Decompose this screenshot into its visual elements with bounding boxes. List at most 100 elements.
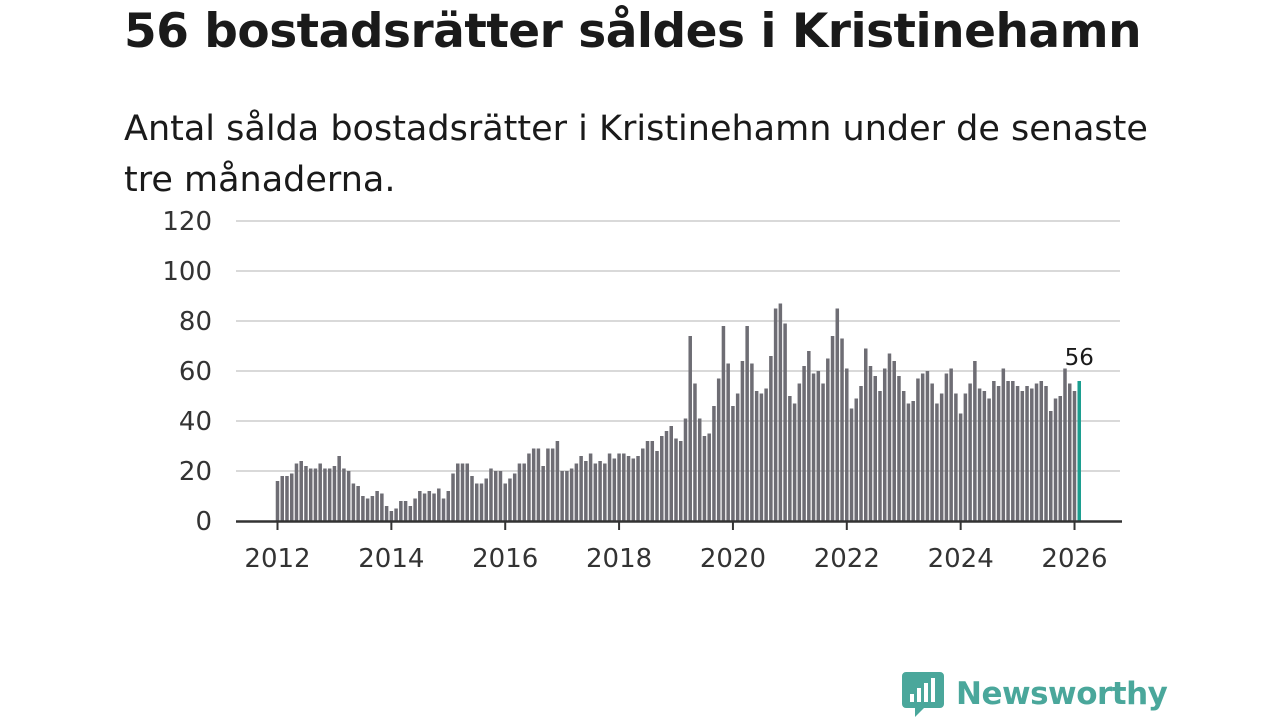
bar bbox=[949, 368, 953, 521]
bar bbox=[750, 363, 754, 521]
bar bbox=[826, 358, 830, 521]
bar bbox=[327, 468, 332, 521]
bar bbox=[1001, 368, 1006, 521]
bar bbox=[963, 393, 968, 521]
bar bbox=[470, 476, 474, 521]
bar bbox=[712, 406, 716, 521]
bar bbox=[446, 491, 451, 521]
bar bbox=[764, 388, 768, 521]
bar bbox=[626, 456, 631, 521]
bar bbox=[418, 491, 422, 521]
bar bbox=[840, 338, 844, 521]
bar bbox=[574, 463, 579, 521]
bar bbox=[864, 348, 868, 521]
bar bbox=[342, 468, 346, 521]
bar bbox=[740, 361, 745, 521]
bar bbox=[1020, 391, 1025, 521]
bar bbox=[939, 393, 944, 521]
bar bbox=[617, 453, 621, 521]
bar-chart-speech-icon bbox=[902, 672, 944, 717]
bar bbox=[479, 483, 484, 521]
bar bbox=[778, 303, 783, 521]
bar bbox=[304, 466, 308, 521]
bar bbox=[380, 493, 384, 521]
bar bbox=[313, 468, 318, 521]
bar bbox=[897, 376, 901, 521]
bar bbox=[906, 403, 911, 521]
bar bbox=[622, 453, 626, 521]
bar bbox=[598, 461, 602, 521]
bar bbox=[536, 448, 541, 521]
bar bbox=[887, 353, 892, 521]
bar bbox=[546, 448, 550, 521]
bar bbox=[1053, 398, 1058, 521]
logo-text: Newsworthy bbox=[956, 676, 1168, 712]
bar bbox=[735, 393, 740, 521]
bar bbox=[660, 436, 664, 521]
annotations: 56 bbox=[1065, 345, 1094, 371]
bar bbox=[460, 463, 465, 521]
bar bbox=[550, 448, 555, 521]
bar bbox=[916, 378, 920, 521]
bar bbox=[1044, 386, 1048, 521]
x-tick-label-2026: 2026 bbox=[1041, 544, 1107, 574]
bar bbox=[925, 371, 930, 521]
bar bbox=[636, 456, 640, 521]
chart-title: 56 bostadsrätter såldes i Kristinehamn bbox=[124, 4, 1142, 59]
bar bbox=[275, 481, 280, 521]
bar bbox=[1006, 381, 1010, 521]
bar-latest bbox=[1077, 381, 1081, 521]
bar bbox=[944, 373, 949, 521]
bar bbox=[721, 326, 726, 521]
bar bbox=[579, 456, 583, 521]
bar bbox=[641, 448, 645, 521]
bar bbox=[498, 471, 503, 521]
bar bbox=[788, 396, 792, 521]
bar bbox=[797, 383, 802, 521]
bar bbox=[892, 361, 896, 521]
bar bbox=[294, 463, 299, 521]
y-tick-label-40: 40 bbox=[179, 407, 212, 437]
bar bbox=[356, 486, 360, 521]
bar bbox=[996, 386, 1001, 521]
bar bbox=[901, 391, 906, 521]
bar bbox=[527, 453, 531, 521]
bar bbox=[1058, 396, 1063, 521]
bar bbox=[697, 418, 702, 521]
bar bbox=[669, 426, 673, 521]
bar bbox=[973, 361, 977, 521]
y-axis-labels: 0 20 40 60 80 100 120 bbox=[162, 207, 212, 537]
bar bbox=[1011, 381, 1015, 521]
bar bbox=[645, 441, 650, 521]
y-tick-label-100: 100 bbox=[162, 257, 212, 287]
bar bbox=[560, 471, 564, 521]
bar bbox=[517, 463, 522, 521]
bar bbox=[835, 308, 840, 521]
bar bbox=[987, 398, 991, 521]
bar bbox=[868, 366, 873, 521]
bar bbox=[289, 473, 294, 521]
bar bbox=[958, 413, 963, 521]
y-tick-label-60: 60 bbox=[179, 357, 212, 387]
bar bbox=[427, 491, 432, 521]
bar bbox=[773, 308, 778, 521]
bar bbox=[920, 373, 925, 521]
bar bbox=[565, 471, 569, 521]
bar bbox=[399, 501, 403, 521]
bar bbox=[503, 483, 507, 521]
bar bbox=[1039, 381, 1044, 521]
bar bbox=[384, 506, 389, 521]
bar bbox=[593, 463, 598, 521]
bar bbox=[849, 408, 854, 521]
bar bbox=[413, 498, 417, 521]
bar bbox=[745, 326, 749, 521]
bar bbox=[508, 478, 512, 521]
bar bbox=[754, 391, 759, 521]
bar bbox=[1034, 383, 1039, 521]
bar bbox=[1072, 391, 1077, 521]
bar bbox=[968, 383, 972, 521]
bar bbox=[859, 386, 863, 521]
bar bbox=[351, 483, 356, 521]
bar bbox=[332, 466, 337, 521]
bar bbox=[954, 393, 958, 521]
